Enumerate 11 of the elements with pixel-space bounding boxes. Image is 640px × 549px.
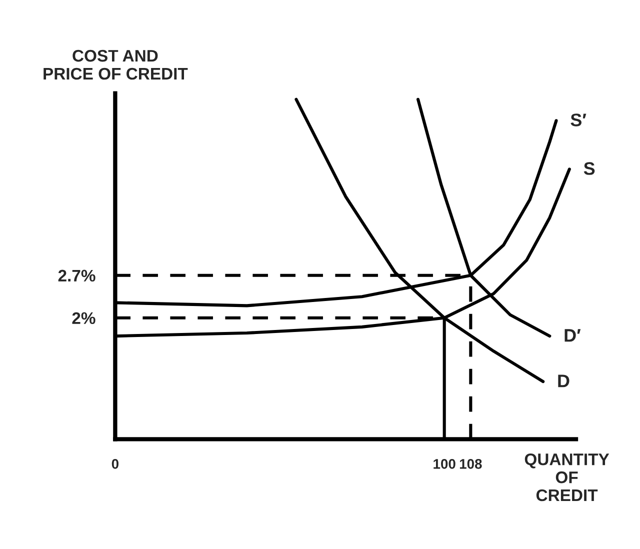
series-label: S xyxy=(584,162,595,175)
series-label: D′ xyxy=(564,329,581,342)
series-label: D xyxy=(558,374,570,388)
x-tick-label: 100 xyxy=(434,459,456,469)
x-tick-label: 0 xyxy=(112,459,118,469)
y-tick-label: 2% xyxy=(72,312,96,324)
x-axis-title: QUANTITY OF CREDIT xyxy=(524,453,610,502)
x-tick-label: 108 xyxy=(460,459,482,469)
series-label: S′ xyxy=(570,114,586,126)
y-tick-label: 2.7% xyxy=(58,270,96,282)
y-axis-title: COST AND PRICE OF CREDIT xyxy=(44,50,188,80)
